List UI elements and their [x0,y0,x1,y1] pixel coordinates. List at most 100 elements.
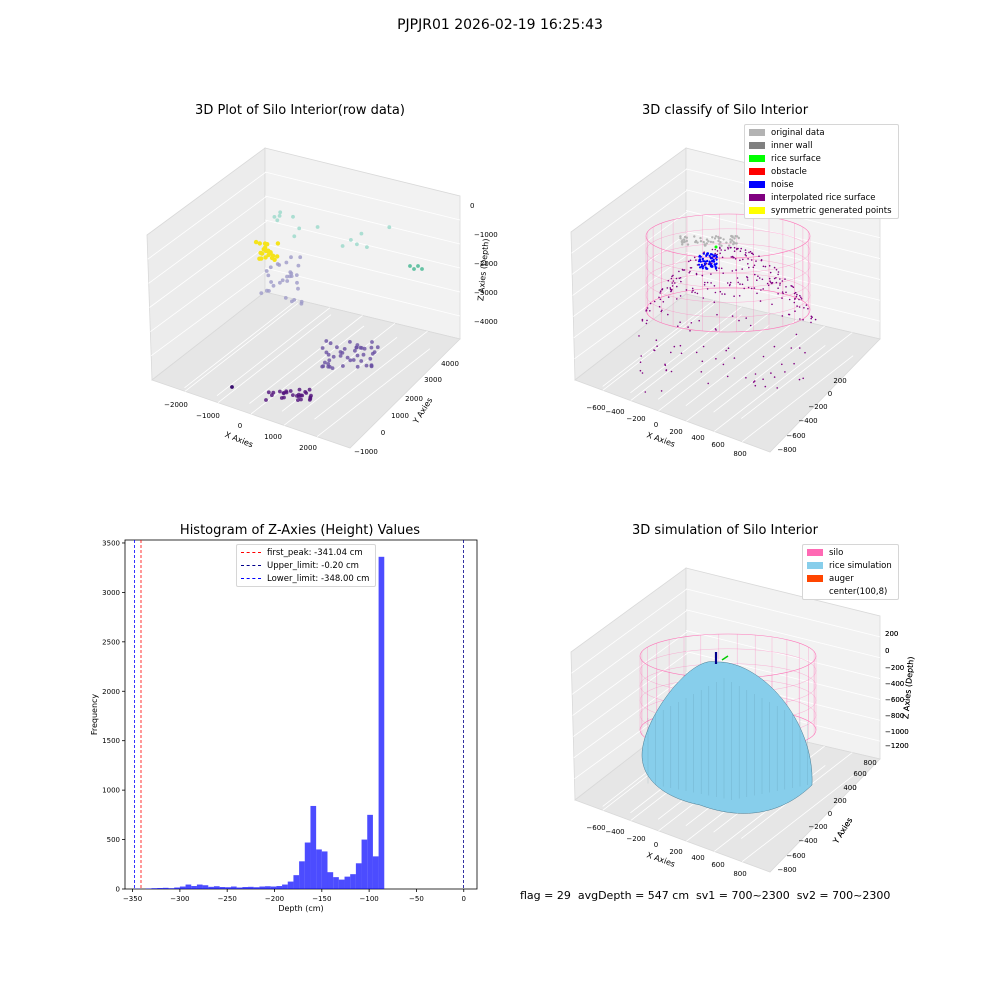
legend-label: rice simulation [829,560,892,571]
panel1-point [370,340,374,344]
panel2-point [705,238,709,241]
panel2-point [687,326,689,328]
histogram-bar [367,814,373,889]
panel2-point [770,372,772,374]
legend-swatch [749,155,765,162]
panel2-point [653,349,655,351]
panel4-xtick-label: −600 [586,824,605,832]
panel2-point [702,240,705,244]
panel2-point [670,290,673,292]
legend-label: inner wall [771,140,813,151]
panel2-point [715,255,718,259]
panel1-grid-line [148,196,267,284]
panel1-point [283,296,288,300]
panel1-point [281,391,286,395]
panel1-point [275,254,280,259]
panel2-ztick-label: 200 [885,630,898,638]
panel2-point [646,319,648,322]
histogram-xtick-label: −50 [409,895,424,903]
panel2-point [781,363,783,366]
panel2-point [716,250,719,252]
panel2-ytick-label: −800 [777,446,796,454]
panel2-point [748,266,750,269]
panel1-point [369,363,374,367]
panel2-point [697,263,701,266]
panel1-grid-line [314,330,428,420]
panel1-grid-line [283,337,398,426]
panel1-point [300,393,305,398]
panel1-ztick-label: −2000 [474,260,498,268]
histogram-bar [259,886,266,889]
panel2-point [750,287,753,290]
panel2-point [711,236,714,239]
panel4-grid-line [571,588,687,674]
histogram-bar [248,886,254,889]
panel2-point [671,275,673,278]
panel2-point [679,344,682,347]
panel1-point [364,363,369,368]
panel1-point [295,280,299,285]
panel2-point [677,325,679,328]
panel1-ytick-label: 4000 [441,360,459,368]
panel2-point [685,239,688,243]
panel2-point [761,278,764,281]
panel2-point [722,238,725,241]
panel2-point [714,291,717,294]
panel2-point [800,296,802,299]
histogram-bar [179,886,186,889]
panel2-point [691,291,693,293]
legend-entry: original data [745,126,898,139]
panel2-grid-line [573,253,690,339]
panel1-point [340,244,345,248]
panel1-point [320,346,325,350]
panel2-ytick-label: 200 [833,377,846,385]
legend-entry: noise [745,178,898,191]
panel2-point [675,277,678,280]
panel2-point [662,301,665,303]
panel1-point [353,348,357,353]
panel2-point [752,381,755,383]
panel2-point [730,256,733,258]
panel4-ztick-label: 0 [885,647,889,655]
panel4-xtick-label: 200 [669,848,682,856]
panel1-ztick-label: −4000 [474,318,498,326]
panel1-point [230,385,234,389]
panel2-xtick-label: 800 [733,450,746,458]
panel2-point [733,242,737,245]
panel1-point [358,345,363,350]
panel2-point [784,278,786,280]
histogram-bar [196,884,203,889]
panel1-point [307,398,312,402]
legend-entry: rice surface [745,152,898,165]
panel2-point [702,260,705,263]
panel1-point [369,345,374,350]
panel2-point [794,310,796,313]
legend-label: noise [771,179,794,190]
panel2-point [660,390,663,392]
panel1-point [295,394,299,398]
panel2-point [729,241,732,244]
panel1-point [299,301,304,306]
panel2-point [661,288,663,291]
panel2-point [649,310,651,312]
panel1-point [275,241,281,246]
legend-swatch [749,142,765,149]
panel1-point [299,397,303,402]
panel2-point [699,240,703,243]
panel2-point [793,301,796,304]
panel2-point [693,235,696,238]
panel2-point [715,269,718,272]
histogram-bar [213,886,220,889]
legend-swatch [749,129,765,136]
panel1-point [271,283,276,288]
panel2-point [710,282,712,284]
panel4-ytick-label: −600 [786,852,805,860]
panel2-point [679,321,681,324]
panel2-point [696,241,699,244]
histogram-bar [372,856,379,889]
panel2-ytick-label: −600 [786,432,805,440]
panel2-point [712,241,715,244]
panel2-point [670,351,672,354]
panel2-point [803,307,805,309]
histogram-bar [174,887,180,889]
